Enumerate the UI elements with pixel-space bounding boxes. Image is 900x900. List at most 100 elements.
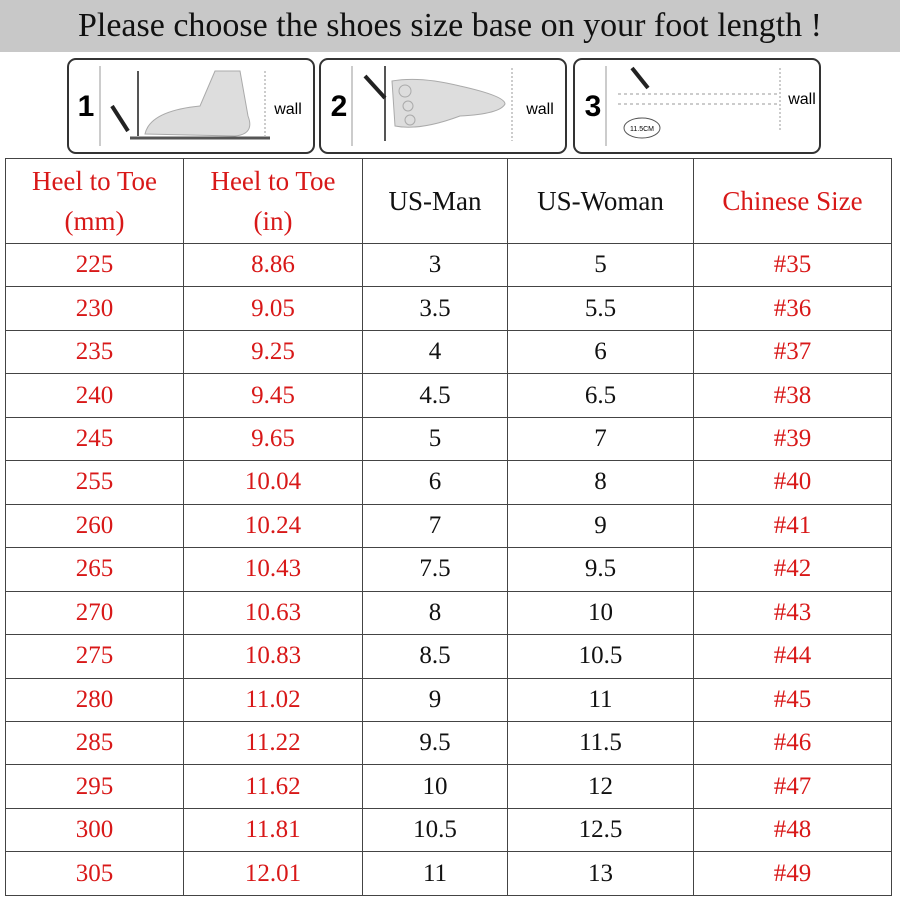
cell: 10.5 <box>362 807 508 853</box>
cell: 10 <box>362 764 508 809</box>
cell: 10.63 <box>183 590 363 636</box>
header-line: US-Woman <box>537 186 664 216</box>
cell: 285 <box>5 720 184 766</box>
cell: 270 <box>5 590 184 636</box>
cell: 9 <box>507 503 694 549</box>
title: Please choose the shoes size base on you… <box>0 0 900 52</box>
header-line: (in) <box>253 206 293 236</box>
cell: 300 <box>5 807 184 853</box>
cell: 3 <box>362 242 508 288</box>
cell: 9.65 <box>183 416 363 462</box>
size-row: 280 11.02 9 11 #45 <box>5 677 892 722</box>
header-line: Heel to Toe <box>31 166 158 196</box>
cell: 9.45 <box>183 373 363 418</box>
header-row: Heel to Toe (mm) Heel to Toe (in) US-Man US-W… <box>5 158 892 244</box>
cell: 7.5 <box>362 547 508 592</box>
cell: #38 <box>693 373 892 418</box>
cell: 7 <box>507 416 694 462</box>
cell: #37 <box>693 329 892 375</box>
size-row: 255 10.04 6 8 #40 <box>5 460 892 505</box>
cell: #39 <box>693 416 892 462</box>
wall-label: wall <box>273 101 302 118</box>
cell: 9 <box>362 677 508 722</box>
column-header: US-Man <box>362 158 508 244</box>
cell: 11.02 <box>183 677 363 722</box>
cell: 260 <box>5 503 184 549</box>
cell: #43 <box>693 590 892 636</box>
header-line: Chinese Size <box>722 186 863 216</box>
cell: 6 <box>362 460 508 505</box>
size-row: 265 10.43 7.5 9.5 #42 <box>5 547 892 592</box>
wall-label: wall <box>787 91 816 108</box>
size-table: Heel to Toe (mm) Heel to Toe (in) US-Man US-W… <box>5 158 892 896</box>
cell: #44 <box>693 634 892 679</box>
step-number: 2 <box>331 90 348 123</box>
column-header: Chinese Size <box>693 158 892 244</box>
cell: 11.22 <box>183 720 363 766</box>
cell: 8.5 <box>362 634 508 679</box>
cell: 9.05 <box>183 286 363 331</box>
cell: 5.5 <box>507 286 694 331</box>
cell: 7 <box>362 503 508 549</box>
cell: 230 <box>5 286 184 331</box>
step-2: 2 wall <box>319 58 567 154</box>
cell: 10.24 <box>183 503 363 549</box>
cell: #41 <box>693 503 892 549</box>
table-body: 225 8.86 3 5 #35 230 9.05 3.5 5.5 #36 235 9.25 4 6 #37… <box>5 242 892 896</box>
cell: 10.83 <box>183 634 363 679</box>
cell: 8 <box>362 590 508 636</box>
cell: 245 <box>5 416 184 462</box>
cell: 10.43 <box>183 547 363 592</box>
cell: 9.5 <box>507 547 694 592</box>
step-3: 3 11.5CM wall <box>573 58 821 154</box>
measure-label: 11.5CM <box>630 126 654 133</box>
size-row: 240 9.45 4.5 6.5 #38 <box>5 373 892 418</box>
step-number: 1 <box>78 90 95 123</box>
cell: 225 <box>5 242 184 288</box>
cell: 12.01 <box>183 851 363 896</box>
steps: 1 wall 2 wall 3 11.5CM wall <box>67 58 821 154</box>
header-line: US-Man <box>388 186 482 216</box>
cell: #36 <box>693 286 892 331</box>
cell: 9.5 <box>362 720 508 766</box>
cell: 10 <box>507 590 694 636</box>
cell: 11.5 <box>507 720 694 766</box>
cell: #49 <box>693 851 892 896</box>
cell: 240 <box>5 373 184 418</box>
cell: 6 <box>507 329 694 375</box>
size-row: 300 11.81 10.5 12.5 #48 <box>5 807 892 853</box>
step-1: 1 wall <box>67 58 315 154</box>
cell: 12 <box>507 764 694 809</box>
size-row: 275 10.83 8.5 10.5 #44 <box>5 634 892 679</box>
header-line: Heel to Toe <box>210 166 336 196</box>
cell: 9.25 <box>183 329 363 375</box>
cell: 265 <box>5 547 184 592</box>
cell: #42 <box>693 547 892 592</box>
cell: 11 <box>362 851 508 896</box>
cell: 10.04 <box>183 460 363 505</box>
size-row: 305 12.01 11 13 #49 <box>5 851 892 896</box>
cell: 12.5 <box>507 807 694 853</box>
size-row: 245 9.65 5 7 #39 <box>5 416 892 462</box>
size-row: 225 8.86 3 5 #35 <box>5 242 892 288</box>
cell: 280 <box>5 677 184 722</box>
cell: 235 <box>5 329 184 375</box>
cell: 305 <box>5 851 184 896</box>
cell: #35 <box>693 242 892 288</box>
cell: 4 <box>362 329 508 375</box>
cell: #45 <box>693 677 892 722</box>
size-row: 295 11.62 10 12 #47 <box>5 764 892 809</box>
cell: 255 <box>5 460 184 505</box>
wall-label: wall <box>525 101 554 118</box>
column-header: US-Woman <box>507 158 694 244</box>
cell: #46 <box>693 720 892 766</box>
cell: 3.5 <box>362 286 508 331</box>
cell: 4.5 <box>362 373 508 418</box>
size-row: 235 9.25 4 6 #37 <box>5 329 892 375</box>
cell: #47 <box>693 764 892 809</box>
cell: #40 <box>693 460 892 505</box>
cell: 11 <box>507 677 694 722</box>
column-header: Heel to Toe (in) <box>183 158 363 244</box>
cell: 5 <box>507 242 694 288</box>
